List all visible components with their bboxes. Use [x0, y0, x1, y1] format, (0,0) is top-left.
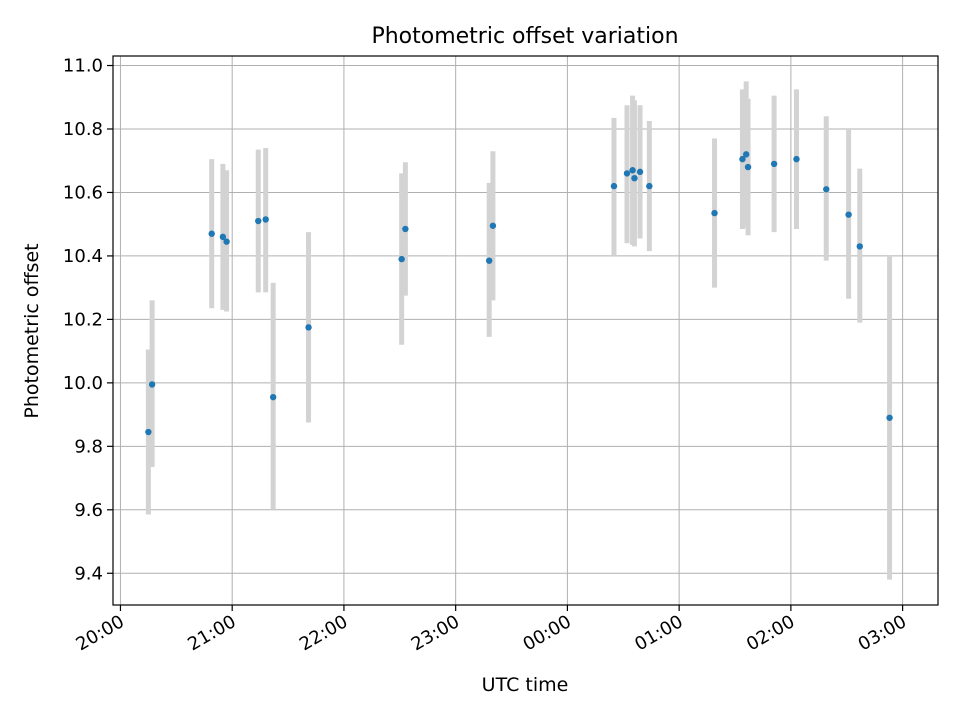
data-point — [742, 151, 750, 158]
data-point — [402, 225, 409, 233]
data-point — [623, 170, 631, 177]
data-point — [223, 238, 230, 245]
data-point — [208, 230, 215, 237]
data-point — [744, 163, 752, 171]
data-point — [398, 255, 405, 263]
data-point — [711, 209, 718, 217]
y-axis-label: Photometric offset — [21, 243, 43, 418]
y-tick-label: 10.4 — [63, 246, 103, 267]
y-tick-label: 9.4 — [74, 563, 103, 584]
plot-area-frame — [112, 55, 939, 606]
data-point — [886, 414, 893, 421]
data-point — [145, 428, 152, 436]
y-tick-label: 10.2 — [63, 309, 103, 330]
y-tick-label: 9.6 — [74, 500, 103, 521]
data-point — [631, 174, 638, 182]
data-point — [629, 167, 636, 174]
data-point — [305, 324, 312, 331]
data-point — [262, 216, 269, 223]
y-tick-label: 11.0 — [63, 56, 103, 77]
data-point — [485, 257, 493, 264]
y-axis-ticks: 9.4 9.6 9.8 10.0 10.2 10.4 10.6 10.8 11.0 — [63, 56, 113, 584]
y-tick-label: 9.8 — [74, 436, 103, 457]
y-tick-label: 10.8 — [63, 119, 103, 140]
chart-title: Photometric offset variation — [371, 24, 678, 49]
x-axis-label: UTC time — [482, 674, 569, 696]
data-point — [856, 243, 863, 250]
y-tick-label: 10.0 — [63, 373, 103, 394]
data-point — [489, 222, 497, 229]
data-point — [823, 186, 830, 193]
data-point — [646, 182, 653, 190]
data-point — [845, 211, 852, 218]
data-point — [148, 381, 156, 388]
data-point — [269, 393, 277, 401]
data-point — [636, 168, 644, 176]
grid-lines — [113, 56, 938, 605]
y-tick-label: 10.6 — [63, 182, 103, 203]
data-point — [793, 155, 800, 163]
data-points — [145, 151, 893, 436]
data-point — [219, 233, 227, 241]
data-point — [770, 160, 778, 168]
data-point — [739, 155, 746, 163]
data-point — [610, 182, 618, 190]
data-point — [255, 217, 262, 225]
